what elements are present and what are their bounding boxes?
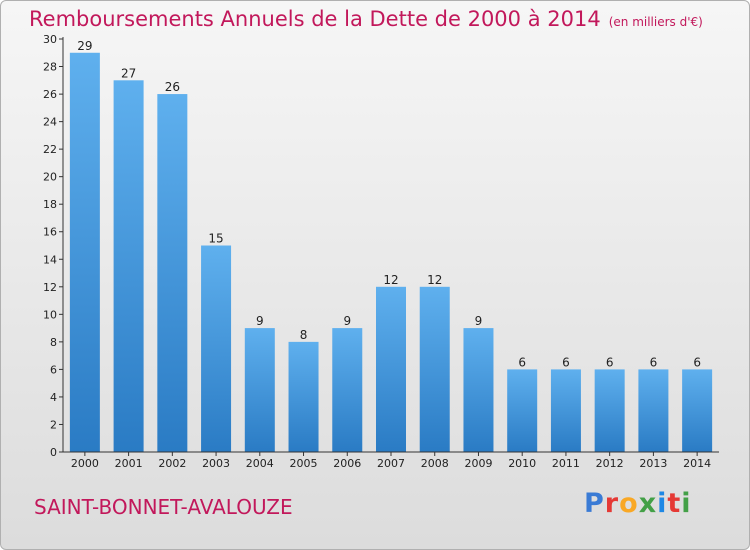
bar	[507, 369, 538, 452]
bar	[376, 286, 406, 452]
bar-value-label: 27	[121, 66, 136, 80]
x-tick-label: 2013	[639, 457, 667, 470]
y-tick-label: 18	[43, 198, 57, 211]
bar-value-label: 26	[165, 80, 180, 94]
bar	[201, 245, 232, 452]
x-tick-label: 2007	[377, 457, 405, 470]
logo-letter: P	[584, 488, 605, 519]
bar	[332, 328, 363, 452]
y-tick-label: 14	[43, 253, 57, 266]
bar-value-label: 6	[518, 355, 526, 369]
bar-value-label: 6	[693, 355, 701, 369]
bar	[288, 341, 319, 452]
bar	[113, 80, 144, 453]
bar-value-label: 9	[256, 314, 264, 328]
y-tick-label: 12	[43, 281, 57, 294]
y-tick-label: 8	[50, 336, 57, 349]
logo-letter: i	[657, 488, 668, 519]
x-tick-label: 2003	[202, 457, 230, 470]
x-tick-label: 2014	[683, 457, 711, 470]
y-tick-label: 24	[43, 116, 57, 129]
commune-name: SAINT-BONNET-AVALOUZE	[34, 495, 293, 519]
logo-letter: i	[681, 488, 692, 519]
y-tick-label: 26	[43, 88, 57, 101]
bar	[69, 52, 100, 453]
y-tick-label: 20	[43, 171, 57, 184]
bar-value-label: 29	[77, 39, 92, 53]
logo-letter: t	[667, 488, 682, 519]
bars-group: 29 27 26 15 9 8 9 12 12 9 6 6 6 6 6	[69, 39, 713, 453]
y-tick-label: 0	[50, 446, 57, 459]
proxiti-logo: Proxiti	[584, 488, 692, 519]
bar	[550, 369, 581, 452]
logo-letter: r	[604, 488, 620, 519]
x-tick-label: 2011	[552, 457, 580, 470]
bar	[594, 369, 625, 452]
x-tick-label: 2009	[464, 457, 492, 470]
x-tick-label: 2008	[421, 457, 449, 470]
bar-value-label: 15	[208, 232, 223, 246]
bar-value-label: 6	[650, 355, 658, 369]
x-tick-label: 2004	[246, 457, 274, 470]
y-tick-label: 22	[43, 143, 57, 156]
bar-value-label: 12	[427, 273, 442, 287]
bar	[419, 286, 450, 452]
y-tick-label: 30	[43, 33, 57, 46]
bar-value-label: 9	[343, 314, 351, 328]
bar	[244, 328, 275, 452]
y-tick-label: 28	[43, 61, 57, 74]
x-tick-label: 2002	[158, 457, 186, 470]
y-tick-label: 4	[50, 391, 57, 404]
x-tick-label: 2012	[596, 457, 624, 470]
bar	[157, 94, 188, 453]
x-tick-label: 2010	[508, 457, 536, 470]
bar-value-label: 12	[383, 273, 398, 287]
bar	[682, 369, 713, 452]
bar-value-label: 6	[562, 355, 570, 369]
x-tick-label: 2000	[71, 457, 99, 470]
x-tick-label: 2005	[290, 457, 318, 470]
x-tick-label: 2006	[333, 457, 361, 470]
y-tick-label: 10	[43, 308, 57, 321]
chart-title: Remboursements Annuels de la Dette de 20…	[29, 7, 703, 31]
x-tick-label: 2001	[115, 457, 143, 470]
x-axis: 2000 2001 2002 2003 2004 2005 2006 2007 2008 2009…	[63, 451, 719, 470]
y-tick-label: 16	[43, 226, 57, 239]
y-tick-label: 2	[50, 418, 57, 431]
bar-value-label: 6	[606, 355, 614, 369]
bar-value-label: 9	[475, 314, 483, 328]
chart-unit: (en milliers d'€)	[608, 15, 703, 29]
y-tick-label: 6	[50, 363, 57, 376]
chart-title-text: Remboursements Annuels de la Dette de 20…	[29, 7, 601, 31]
bar	[638, 369, 669, 452]
logo-letter: x	[638, 488, 658, 519]
logo-letter: o	[619, 488, 639, 519]
bar-value-label: 8	[300, 328, 308, 342]
bar	[463, 328, 494, 452]
